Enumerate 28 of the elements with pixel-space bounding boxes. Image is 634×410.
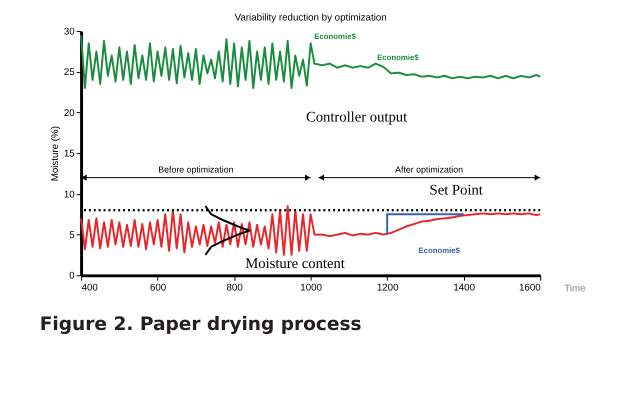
y-tick-label: 15: [64, 148, 76, 160]
y-tick-label: 30: [64, 26, 76, 38]
annotation: Moisture content: [245, 256, 345, 272]
line-series: [80, 34, 542, 90]
y-tick-label: 0: [69, 270, 76, 282]
annotation: Economie$: [314, 32, 356, 42]
y-tick-label: 25: [64, 67, 76, 78]
annotation: Before optimization: [158, 164, 234, 175]
y-tick-label: 20: [64, 108, 76, 119]
x-axis-title: Time: [564, 283, 586, 294]
x-tick-label: 1600: [519, 282, 542, 294]
y-tick-label: 10: [64, 189, 76, 200]
line-series: [80, 205, 542, 256]
annotation: Controller output: [306, 109, 408, 126]
x-tick-label: 800: [226, 282, 244, 294]
caption: Figure 2. Paper drying process: [40, 314, 362, 336]
y-tick-label: 5: [69, 230, 76, 242]
annotation: Economie$: [418, 246, 461, 255]
annotation: Economie$: [377, 52, 420, 62]
x-tick-label: 600: [150, 282, 167, 294]
x-tick-label: 1400: [453, 282, 476, 294]
x-tick-label: 400: [82, 282, 98, 294]
x-tick-label: 1200: [376, 282, 400, 294]
annotation: After optimization: [395, 164, 464, 175]
y-axis-title: Moisture (%): [50, 126, 62, 182]
chart-title: Variability reduction by optimization: [234, 12, 387, 24]
x-tick-label: 1000: [300, 282, 323, 294]
annotation: Set Point: [430, 182, 483, 199]
